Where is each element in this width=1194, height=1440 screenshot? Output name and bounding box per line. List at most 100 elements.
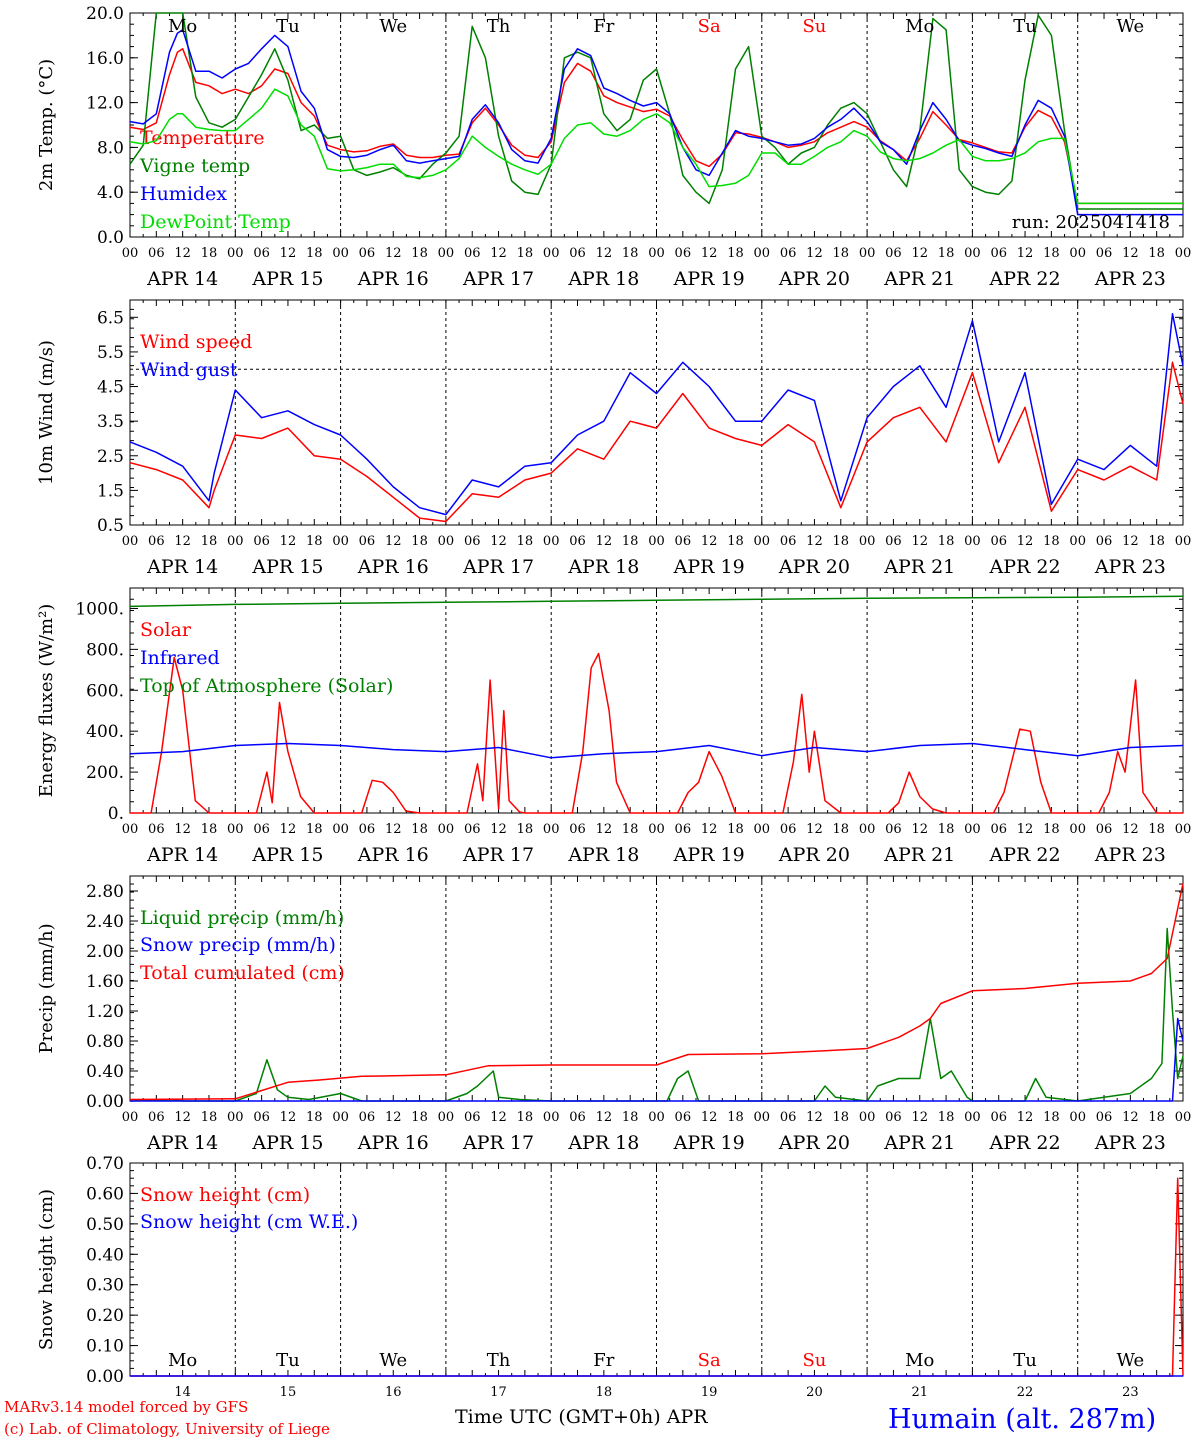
series-line-3 [129, 883, 1184, 1101]
hour-tick-label: 06 [780, 822, 797, 837]
hour-tick-label: 00 [438, 822, 455, 837]
date-label: APR 16 [357, 1132, 429, 1154]
hour-tick-label: 18 [517, 534, 534, 549]
series-line-1 [129, 361, 1184, 523]
hour-tick-label: 12 [911, 822, 928, 837]
day-name-label: Fr [593, 16, 614, 37]
hour-tick-label: 18 [1148, 822, 1165, 837]
day-number-label: 15 [280, 1385, 297, 1400]
day-name-label: Mo [168, 16, 197, 37]
y-tick-label: 0.30 [86, 1276, 124, 1296]
legend-entry: Wind gust [140, 359, 238, 381]
hour-tick-label: 06 [569, 822, 586, 837]
hour-tick-label: 12 [385, 534, 402, 549]
hour-tick-label: 00 [648, 1110, 665, 1125]
hour-tick-label: 12 [174, 822, 191, 837]
date-label: APR 19 [673, 556, 745, 578]
date-label: APR 21 [883, 556, 955, 578]
day-name-label: Tu [1013, 1350, 1037, 1371]
hour-tick-label: 12 [806, 246, 823, 261]
hour-tick-label: 18 [201, 534, 218, 549]
hour-tick-label: 18 [727, 1110, 744, 1125]
hour-tick-label: 00 [438, 1110, 455, 1125]
hour-tick-label: 00 [438, 246, 455, 261]
hour-tick-label: 18 [517, 1110, 534, 1125]
hour-tick-label: 06 [148, 1110, 165, 1125]
date-label: APR 19 [673, 844, 745, 866]
hour-tick-label: 00 [859, 246, 876, 261]
hour-tick-label: 12 [1122, 822, 1139, 837]
panel-3: 0. 200. 400. 600. 800. 1000. Energy fluxes (W/… [36, 587, 1191, 866]
series-line-2 [129, 12, 1183, 210]
y-tick-label: 1.20 [86, 1002, 124, 1022]
hour-tick-label: 18 [622, 534, 639, 549]
hour-tick-label: 00 [754, 246, 771, 261]
hour-tick-label: 00 [648, 822, 665, 837]
series-line-1 [130, 652, 1183, 814]
hour-tick-label: 06 [990, 1110, 1007, 1125]
series-line-2 [129, 742, 1184, 759]
day-name-label: We [1117, 16, 1145, 37]
hour-tick-label: 06 [359, 1110, 376, 1125]
date-label: APR 23 [1094, 556, 1166, 578]
hour-tick-label: 12 [280, 246, 297, 261]
hour-tick-label: 00 [438, 534, 455, 549]
legend-entry: Total cumulated (cm) [140, 962, 345, 984]
hour-tick-label: 06 [885, 534, 902, 549]
legend-entry: Infrared [140, 647, 220, 669]
legend-entry: Snow height (cm) [140, 1184, 310, 1206]
y-tick-label: 1.5 [97, 481, 124, 501]
hour-tick-label: 06 [148, 822, 165, 837]
day-name-label: We [379, 1350, 407, 1371]
hour-tick-label: 00 [543, 246, 560, 261]
hour-tick-label: 00 [1069, 1110, 1086, 1125]
hour-tick-label: 18 [727, 534, 744, 549]
y-tick-label: 0.0 [97, 228, 124, 248]
day-name-label: Fr [593, 1350, 614, 1371]
hour-tick-label: 18 [938, 822, 955, 837]
hour-tick-label: 12 [490, 1110, 507, 1125]
hour-tick-label: 18 [517, 246, 534, 261]
y-axis-label: 10m Wind (m/s) [36, 340, 57, 485]
date-label: APR 19 [673, 1132, 745, 1154]
hour-tick-label: 12 [385, 822, 402, 837]
day-number-label: 21 [911, 1385, 928, 1400]
date-label: APR 23 [1094, 1132, 1166, 1154]
hour-tick-label: 18 [306, 822, 323, 837]
hour-tick-label: 00 [1175, 1110, 1192, 1125]
hour-tick-label: 18 [201, 822, 218, 837]
y-tick-label: 2.00 [86, 942, 124, 962]
x-axis-label: Time UTC (GMT+0h) APR [455, 1406, 708, 1428]
series-line-3 [129, 595, 1184, 608]
panel-2: 0.5 1.5 2.5 3.5 4.5 5.5 6.5 10m Wind (m/s) Wind … [36, 299, 1191, 578]
station-label: Humain (alt. 287m) [888, 1404, 1156, 1435]
day-name-label: Sa [698, 1350, 721, 1371]
y-tick-label: 4.5 [97, 378, 124, 398]
y-tick-label: 800. [86, 640, 124, 660]
hour-tick-label: 12 [385, 246, 402, 261]
hour-tick-label: 18 [622, 822, 639, 837]
date-label: APR 14 [146, 556, 218, 578]
day-number-label: 17 [490, 1385, 507, 1400]
date-label: APR 16 [357, 268, 429, 290]
y-tick-label: 8.0 [97, 138, 124, 158]
hour-tick-label: 18 [622, 1110, 639, 1125]
hour-tick-label: 12 [701, 534, 718, 549]
hour-tick-label: 18 [1043, 246, 1060, 261]
hour-tick-label: 06 [990, 822, 1007, 837]
day-name-label: Tu [1013, 16, 1037, 37]
date-label: APR 22 [989, 1132, 1061, 1154]
hour-tick-label: 18 [1148, 1110, 1165, 1125]
hour-tick-label: 00 [332, 822, 349, 837]
hour-tick-label: 12 [911, 1110, 928, 1125]
hour-tick-label: 00 [754, 822, 771, 837]
hour-tick-label: 12 [701, 822, 718, 837]
hour-tick-label: 12 [280, 822, 297, 837]
day-name-label: Mo [905, 1350, 934, 1371]
hour-tick-label: 12 [385, 1110, 402, 1125]
hour-tick-label: 00 [122, 246, 139, 261]
y-tick-label: 0.50 [86, 1215, 124, 1235]
date-label: APR 23 [1094, 268, 1166, 290]
hour-tick-label: 00 [543, 1110, 560, 1125]
day-name-label: Sa [698, 16, 721, 37]
